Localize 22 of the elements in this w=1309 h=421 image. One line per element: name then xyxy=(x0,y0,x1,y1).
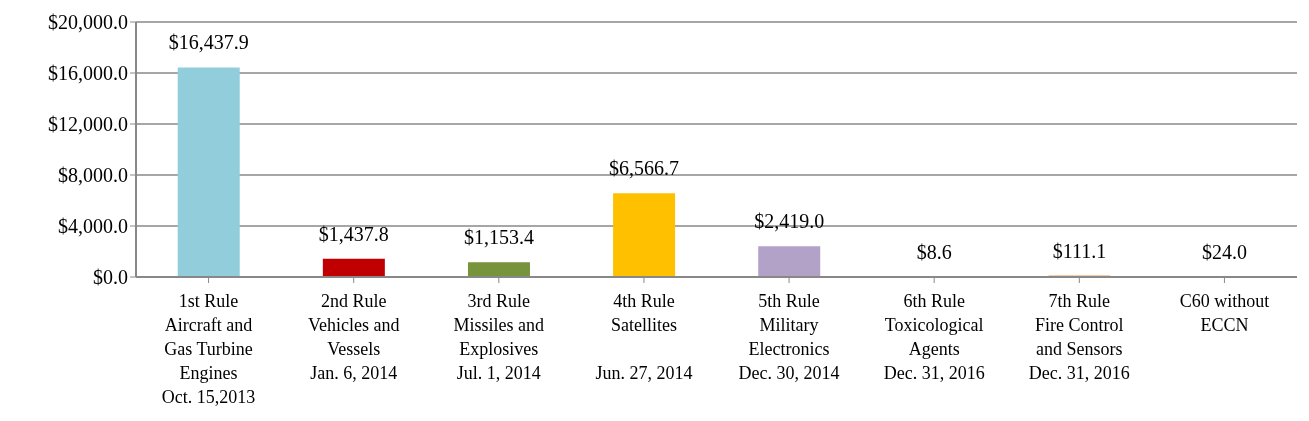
y-tick-label: $20,000.0 xyxy=(48,11,128,34)
category-label: 4th Rule Satellites Jun. 27, 2014 xyxy=(595,291,693,383)
y-tick-label: $12,000.0 xyxy=(48,113,128,136)
x-tick-label: 2nd Rule Vehicles and Vessels Jan. 6, 2014 xyxy=(307,291,400,383)
data-label: $2,419.0 xyxy=(754,210,825,233)
x-tick-label: 3rd Rule Missiles and Explosives Jul. 1, 2014 xyxy=(453,291,545,383)
data-label: $16,437.9 xyxy=(168,31,249,54)
x-tick-label: 1st Rule Aircraft and Gas Turbine Engines Oct. 15,2013 xyxy=(161,291,256,407)
x-tick-label: C60 without ECCN xyxy=(1179,291,1270,335)
y-tick-label: $16,000.0 xyxy=(48,62,128,85)
x-tick-label: 6th Rule Toxicological Agents Dec. 31, 2016 xyxy=(883,291,985,383)
data-label: $24.0 xyxy=(1202,240,1248,263)
y-tick-label: $4,000.0 xyxy=(58,215,128,238)
x-tick-label: 7th Rule Fire Control and Sensors Dec. 31, 2016 xyxy=(1028,291,1130,383)
data-label: $6,566.7 xyxy=(609,157,680,180)
x-tick-label: 5th Rule Military Electronics Dec. 30, 2014 xyxy=(738,291,840,383)
data-label: $1,437.8 xyxy=(318,222,389,245)
y-tick-label: $8,000.0 xyxy=(58,164,128,187)
data-label: $111.1 xyxy=(1052,239,1107,262)
data-label: $8.6 xyxy=(916,240,952,263)
y-tick-label: $0.0 xyxy=(93,266,128,289)
data-label: $1,153.4 xyxy=(463,226,534,249)
